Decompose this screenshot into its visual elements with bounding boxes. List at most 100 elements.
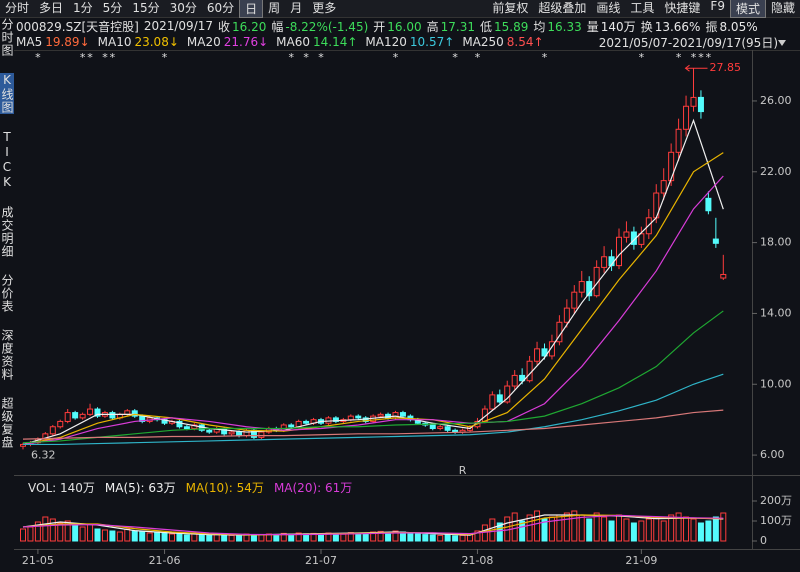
side-tab[interactable]: TICK xyxy=(0,130,14,190)
volume-bar xyxy=(720,512,727,542)
ma-value: 19.89 xyxy=(45,35,80,49)
volume-bar xyxy=(161,532,168,542)
tab[interactable]: 分时 xyxy=(5,1,30,15)
volume-bar xyxy=(79,526,86,542)
side-tab[interactable]: 深度资料 xyxy=(0,329,14,381)
tool-button[interactable]: 快捷键 xyxy=(664,1,701,15)
side-tab[interactable]: 成交明细 xyxy=(0,206,14,258)
tool-button[interactable]: 隐藏 xyxy=(770,1,795,15)
candle-body xyxy=(697,96,704,113)
volume-bar xyxy=(601,516,608,542)
candle-body xyxy=(489,394,496,410)
info-label: 开 xyxy=(373,19,386,34)
volume-bar xyxy=(519,520,526,542)
event-marker: * xyxy=(542,51,548,64)
volume-bar xyxy=(183,534,190,542)
volume-legend: VOL: 140万 MA(5): 63万 MA(10): 54万 MA(20): 61… xyxy=(14,479,800,495)
range-dropdown[interactable] xyxy=(778,40,786,46)
tool-button[interactable]: 模式 xyxy=(729,0,766,18)
info-label: 幅 xyxy=(271,19,284,34)
event-marker: * xyxy=(102,51,108,64)
candle-body xyxy=(712,238,719,244)
tool-button[interactable]: 超级叠加 xyxy=(538,1,587,15)
volume-bar xyxy=(228,534,235,542)
tab[interactable]: 周 xyxy=(268,1,281,15)
candle-body xyxy=(519,374,526,382)
candle-body xyxy=(638,233,645,245)
side-tab[interactable]: 超级复盘 xyxy=(0,397,14,449)
volume-bar xyxy=(213,534,220,542)
tool-button[interactable]: 前复权 xyxy=(492,1,529,15)
tab[interactable]: 多日 xyxy=(39,1,64,15)
info-value: 15.89 xyxy=(494,19,529,34)
candle-body xyxy=(690,96,697,107)
tool-button[interactable]: F9 xyxy=(710,0,725,13)
candle-body xyxy=(87,408,94,415)
tab[interactable]: 更多 xyxy=(312,1,337,15)
tab[interactable]: 30分 xyxy=(169,1,197,15)
side-tab[interactable]: 分价表 xyxy=(0,274,14,313)
volume-bar xyxy=(20,528,26,542)
tab[interactable]: 5分 xyxy=(102,1,123,15)
side-tab[interactable]: K线图 xyxy=(0,73,14,114)
volume-bar xyxy=(109,530,116,542)
candle-body xyxy=(72,412,79,419)
event-marker: * xyxy=(162,51,168,64)
y-tick-label: 200万 xyxy=(760,494,792,507)
volume-bar xyxy=(407,532,414,542)
candle-body xyxy=(57,420,64,428)
candle-body xyxy=(675,128,682,153)
ma-legend-item: MA250 8.54↑ xyxy=(462,35,543,49)
event-marker: * xyxy=(80,51,86,64)
volume-bar xyxy=(675,512,682,542)
ma-line xyxy=(22,118,724,446)
volume-bar xyxy=(34,521,41,542)
event-marker: * xyxy=(393,51,399,64)
volume-bar xyxy=(101,529,108,542)
event-marker: * xyxy=(706,51,712,64)
info-value: 140万 xyxy=(600,19,636,34)
candle-body xyxy=(526,360,533,382)
tab[interactable]: 月 xyxy=(290,1,303,15)
candle-body xyxy=(586,281,593,297)
candle-body xyxy=(429,424,436,430)
ma-value: 14.14 xyxy=(313,35,348,49)
tab[interactable]: 60分 xyxy=(206,1,235,15)
candle-body xyxy=(399,412,406,417)
candle-body xyxy=(64,412,71,422)
info-field: 量 140万 xyxy=(587,18,636,35)
candle-body xyxy=(176,420,183,428)
volume-bar xyxy=(340,533,347,542)
event-marker: * xyxy=(288,51,294,64)
tool-button[interactable]: 工具 xyxy=(630,1,655,15)
candle-body xyxy=(548,341,555,357)
candle-body xyxy=(563,307,570,323)
info-bar: 000829.SZ[天音控股] 2021/09/17 收 16.20 幅 -8.22%… xyxy=(14,18,800,34)
volume-bar xyxy=(668,514,675,542)
ma-line xyxy=(22,152,724,446)
candle-body xyxy=(49,426,56,435)
tool-button[interactable]: 画线 xyxy=(596,1,621,15)
candle-body xyxy=(183,426,190,430)
tab[interactable]: 1分 xyxy=(73,1,93,15)
event-marker: * xyxy=(87,51,93,64)
candle-body xyxy=(660,180,667,194)
tab[interactable]: 日 xyxy=(239,0,264,18)
event-marker: * xyxy=(691,51,697,64)
volume-bar xyxy=(154,532,161,542)
info-field: 换 13.66% xyxy=(641,18,701,35)
side-tab[interactable]: 分时图 xyxy=(0,18,14,57)
candle-body xyxy=(444,426,451,431)
volume-bar xyxy=(57,522,64,542)
candle-body xyxy=(377,413,384,417)
ma-legend-item: MA120 10.57↑ xyxy=(365,35,454,49)
tab[interactable]: 15分 xyxy=(132,1,160,15)
candle-body xyxy=(705,197,712,212)
candle-body xyxy=(534,348,541,362)
volume-bar xyxy=(258,534,265,542)
ma-name: MA60 xyxy=(276,35,310,49)
info-label: 振 xyxy=(705,19,718,34)
candle-body xyxy=(109,412,116,419)
volume-bar xyxy=(72,524,79,542)
